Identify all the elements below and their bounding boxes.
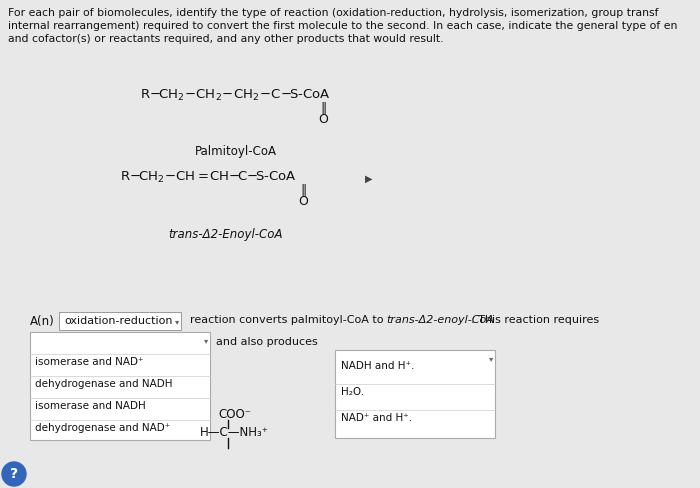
Text: and also produces: and also produces <box>216 337 318 347</box>
FancyBboxPatch shape <box>59 312 181 330</box>
Text: internal rearrangement) required to convert the first molecule to the second. In: internal rearrangement) required to conv… <box>8 21 678 31</box>
Text: H₂O.: H₂O. <box>341 387 364 397</box>
Text: COO⁻: COO⁻ <box>218 408 251 421</box>
Text: ?: ? <box>10 467 18 481</box>
Text: NADH and H⁺.: NADH and H⁺. <box>341 361 414 371</box>
Text: dehydrogenase and NADH: dehydrogenase and NADH <box>35 379 172 389</box>
Text: O: O <box>298 195 308 208</box>
Text: trans-Δ2-enoyl-CoA: trans-Δ2-enoyl-CoA <box>386 315 494 325</box>
Text: For each pair of biomolecules, identify the type of reaction (oxidation-reductio: For each pair of biomolecules, identify … <box>8 8 659 18</box>
Text: R$-\!$CH$_2\!-\!$CH$=\!$CH$-\!$C$-\!$S-CoA: R$-\!$CH$_2\!-\!$CH$=\!$CH$-\!$C$-\!$S-C… <box>120 170 297 185</box>
Text: ▾: ▾ <box>489 354 493 363</box>
Text: H—C—NH₃⁺: H—C—NH₃⁺ <box>200 426 269 439</box>
Text: and cofactor(s) or reactants required, and any other products that would result.: and cofactor(s) or reactants required, a… <box>8 34 444 44</box>
Text: Palmitoyl-CoA: Palmitoyl-CoA <box>195 145 277 158</box>
Text: isomerase and NAD⁺: isomerase and NAD⁺ <box>35 357 144 367</box>
Text: ‖: ‖ <box>300 183 306 196</box>
Circle shape <box>2 462 26 486</box>
Text: NAD⁺ and H⁺.: NAD⁺ and H⁺. <box>341 413 412 423</box>
Text: ‖: ‖ <box>320 101 326 114</box>
Text: isomerase and NADH: isomerase and NADH <box>35 401 146 411</box>
Text: R$-\!$CH$_2\!-\!$CH$_2\!-\!$CH$_2\!-\!$C$-\!$S-CoA: R$-\!$CH$_2\!-\!$CH$_2\!-\!$CH$_2\!-\!$C… <box>140 88 330 103</box>
Text: O: O <box>318 113 328 126</box>
Text: . This reaction requires: . This reaction requires <box>471 315 599 325</box>
Text: ▾: ▾ <box>175 317 179 326</box>
FancyBboxPatch shape <box>30 332 210 440</box>
FancyBboxPatch shape <box>335 350 495 438</box>
Text: dehydrogenase and NAD⁺: dehydrogenase and NAD⁺ <box>35 423 170 433</box>
Text: A(n): A(n) <box>30 315 55 328</box>
Text: ▶: ▶ <box>365 174 372 184</box>
Text: reaction converts palmitoyl-CoA to: reaction converts palmitoyl-CoA to <box>190 315 387 325</box>
Text: ▾: ▾ <box>204 336 209 345</box>
Text: trans-Δ2-Enoyl-CoA: trans-Δ2-Enoyl-CoA <box>168 228 283 241</box>
Text: oxidation-reduction: oxidation-reduction <box>64 316 172 326</box>
